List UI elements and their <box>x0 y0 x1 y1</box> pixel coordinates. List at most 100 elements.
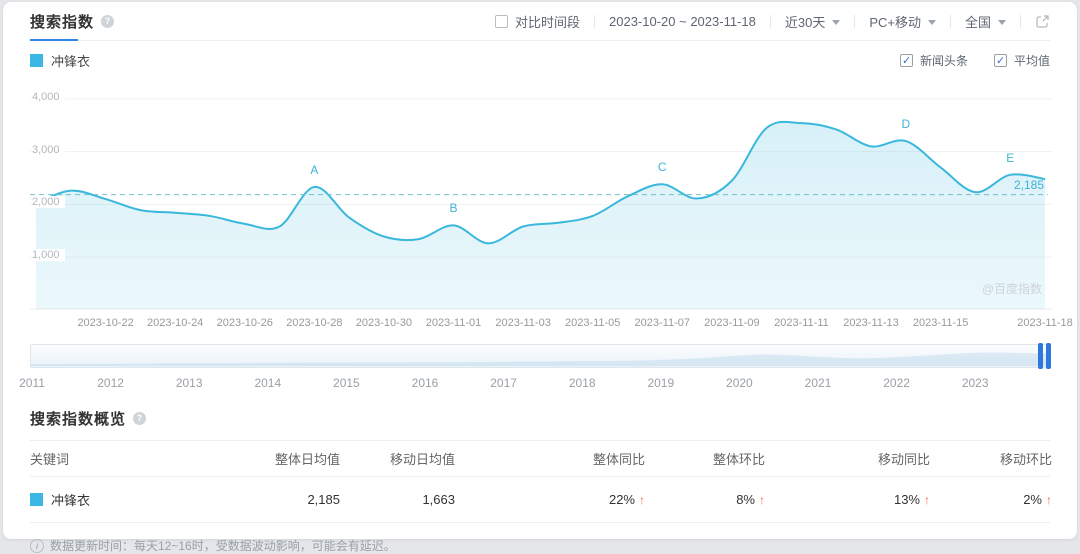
legend-options: 新闻头条 平均值 <box>874 52 1050 69</box>
average-checkbox[interactable] <box>994 54 1007 67</box>
search-index-chart[interactable]: 4,000 3,000 2,000 1,000 A B C D E 2,185 @百度指数 <box>30 77 1050 311</box>
baidu-index-panel: 搜索指数 对比时间段 2023-10-20 ~ 2023-11-18 近30天 … <box>3 2 1077 539</box>
x-axis-label: 2023-11-18 <box>1017 317 1072 329</box>
period-value: 近30天 <box>785 12 825 31</box>
x-axis-label: 2023-11-07 <box>635 317 690 329</box>
header: 搜索指数 对比时间段 2023-10-20 ~ 2023-11-18 近30天 … <box>30 2 1050 41</box>
overview-table: 关键词 整体日均值 移动日均值 整体同比 整体环比 移动同比 移动环比 冲锋衣 … <box>30 440 1050 523</box>
divider <box>770 15 771 28</box>
chart-annotation-d[interactable]: D <box>901 117 910 131</box>
news-checkbox[interactable] <box>900 54 913 67</box>
date-range-picker[interactable]: 2023-10-20 ~ 2023-11-18 <box>609 14 756 29</box>
timeline-year-label: 2017 <box>490 376 517 390</box>
share-button[interactable] <box>1035 14 1050 29</box>
toolbar: 对比时间段 2023-10-20 ~ 2023-11-18 近30天 PC+移动… <box>495 12 1050 31</box>
x-axis-label: 2023-11-09 <box>704 317 759 329</box>
divider <box>854 15 855 28</box>
info-icon[interactable] <box>133 412 146 425</box>
date-range-value: 2023-10-20 ~ 2023-11-18 <box>609 14 756 29</box>
period-dropdown[interactable]: 近30天 <box>785 12 840 31</box>
x-axis-label: 2023-11-13 <box>843 317 898 329</box>
x-axis-label: 2023-11-01 <box>426 317 481 329</box>
keyword-color-swatch <box>30 54 43 67</box>
x-axis-label: 2023-10-30 <box>356 317 412 329</box>
device-dropdown[interactable]: PC+移动 <box>869 12 936 31</box>
x-axis-label: 2023-10-28 <box>286 317 342 329</box>
x-axis-labels: 2023-10-22 2023-10-24 2023-10-26 2023-10-28… <box>30 311 1050 337</box>
overview-header: 搜索指数概览 <box>30 406 1050 430</box>
chevron-down-icon <box>832 20 840 29</box>
timeline-year-label: 2023 <box>962 376 989 390</box>
chevron-down-icon <box>928 20 936 29</box>
chevron-down-icon <box>998 20 1006 29</box>
y-axis-label: 2,000 <box>32 196 65 208</box>
mobile-avg-cell: 1,663 <box>340 492 455 507</box>
info-icon[interactable] <box>101 15 114 28</box>
col-mobile-yoy: 移动同比 <box>765 449 930 468</box>
x-axis-label: 2023-10-22 <box>77 317 133 329</box>
external-link-icon <box>1035 14 1050 29</box>
keyword-color-swatch <box>30 493 43 506</box>
col-overall-mom: 整体环比 <box>645 449 765 468</box>
divider <box>594 15 595 28</box>
y-axis-label: 4,000 <box>32 91 65 103</box>
page-title: 搜索指数 <box>30 11 94 32</box>
compare-period-toggle[interactable]: 对比时间段 <box>495 12 580 31</box>
col-mobile-avg: 移动日均值 <box>340 449 455 468</box>
keyword-label: 冲锋衣 <box>51 51 90 70</box>
timeline-sparkline <box>31 345 1049 367</box>
overall-avg-cell: 2,185 <box>245 492 340 507</box>
chart-annotation-c[interactable]: C <box>658 160 667 174</box>
average-toggle[interactable]: 平均值 <box>994 52 1050 69</box>
y-axis-label: 1,000 <box>32 249 65 261</box>
compare-checkbox[interactable] <box>495 15 508 28</box>
trend-up-icon: ↑ <box>1046 493 1052 507</box>
slider-handle-bar[interactable] <box>1038 343 1043 369</box>
table-row: 冲锋衣 2,185 1,663 22%↑ 8%↑ 13%↑ 2%↑ <box>30 477 1050 523</box>
keyword-legend[interactable]: 冲锋衣 <box>30 51 90 70</box>
region-dropdown[interactable]: 全国 <box>965 12 1006 31</box>
x-axis-label: 2023-11-15 <box>913 317 968 329</box>
legend-row: 冲锋衣 新闻头条 平均值 <box>30 43 1050 77</box>
chart-annotation-e[interactable]: E <box>1006 151 1014 165</box>
timeline-year-label: 2012 <box>97 376 124 390</box>
col-keyword: 关键词 <box>30 449 245 468</box>
news-label: 新闻头条 <box>920 52 968 69</box>
slider-handle[interactable] <box>1035 343 1051 369</box>
x-axis-label: 2023-10-24 <box>147 317 203 329</box>
chart-annotation-a[interactable]: A <box>310 163 318 177</box>
timeline-year-label: 2013 <box>176 376 203 390</box>
timeline-year-label: 2022 <box>883 376 910 390</box>
tab-search-index[interactable]: 搜索指数 <box>30 2 114 40</box>
y-axis-label: 3,000 <box>32 144 65 156</box>
x-axis-label: 2023-10-26 <box>217 317 273 329</box>
chart-annotation-b[interactable]: B <box>450 201 458 215</box>
timeline-year-label: 2011 <box>19 376 45 390</box>
divider <box>1020 15 1021 28</box>
timeline-slider-track[interactable] <box>30 344 1050 368</box>
news-toggle[interactable]: 新闻头条 <box>900 52 968 69</box>
x-axis-label: 2023-11-03 <box>495 317 550 329</box>
timeline-year-label: 2016 <box>412 376 439 390</box>
mobile-yoy-cell: 13%↑ <box>765 492 930 507</box>
x-axis-label: 2023-11-05 <box>565 317 620 329</box>
overall-mom-cell: 8%↑ <box>645 492 765 507</box>
col-mobile-mom: 移动环比 <box>930 449 1052 468</box>
watermark: @百度指数 <box>982 280 1042 297</box>
active-tab-indicator <box>30 39 78 41</box>
timeline-year-label: 2021 <box>805 376 832 390</box>
timeline-year-label: 2018 <box>569 376 596 390</box>
mobile-mom-cell: 2%↑ <box>930 492 1052 507</box>
overall-yoy-cell: 22%↑ <box>455 492 645 507</box>
overview-title: 搜索指数概览 <box>30 408 126 429</box>
average-value-label: 2,185 <box>1014 178 1044 192</box>
slider-handle-bar[interactable] <box>1046 343 1051 369</box>
col-overall-yoy: 整体同比 <box>455 449 645 468</box>
timeline-year-label: 2014 <box>254 376 281 390</box>
compare-label: 对比时间段 <box>515 12 580 31</box>
table-header-row: 关键词 整体日均值 移动日均值 整体同比 整体环比 移动同比 移动环比 <box>30 440 1050 477</box>
timeline-year-label: 2015 <box>333 376 360 390</box>
keyword-cell: 冲锋衣 <box>30 490 245 509</box>
x-axis-label: 2023-11-11 <box>774 317 829 329</box>
average-label: 平均值 <box>1014 52 1050 69</box>
